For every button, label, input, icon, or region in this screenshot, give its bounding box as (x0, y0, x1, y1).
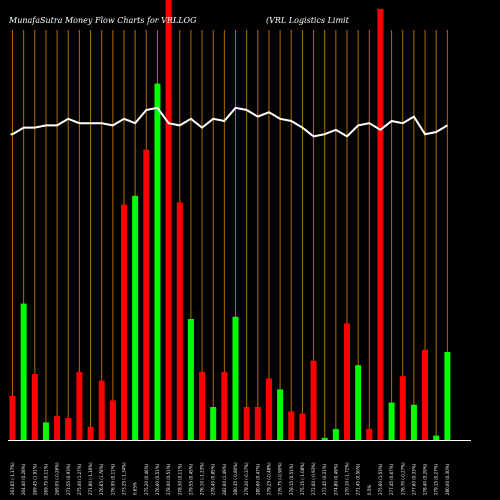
x-tick-label: 280.35 (-0.80%) (233, 462, 238, 495)
x-tick-label: 278.15 (0.51%) (289, 463, 294, 495)
x-tick-label: 276.95 (0.11%) (110, 463, 115, 495)
bar (288, 411, 295, 440)
x-tick-label: 276.65 (1.78%) (99, 463, 104, 495)
bar (76, 371, 83, 440)
x-tick-label: 0.5% (367, 485, 372, 495)
chart-title-company: (VRL Logistics Limit (266, 16, 350, 25)
bar (210, 407, 217, 440)
bar (265, 378, 272, 440)
x-tick-label: 276.75 (-0.90%) (278, 462, 283, 495)
bar (277, 389, 284, 440)
bar (176, 202, 183, 440)
bar (410, 404, 417, 440)
bar (232, 316, 239, 440)
bar (65, 418, 72, 440)
bar (433, 435, 440, 440)
bar (20, 303, 27, 440)
bar (332, 429, 339, 440)
x-tick-label: 274.80 (0.49%) (333, 463, 338, 495)
x-tick-label: 276.70 (-0.27%) (400, 462, 405, 495)
bar (9, 396, 16, 440)
bar (143, 149, 150, 440)
x-tick-label: 279.30 (-0.37%) (244, 462, 249, 495)
bar (366, 429, 373, 440)
x-tick-label: 275.15 (-1.08%) (300, 462, 305, 495)
x-tick-label: 271.80 (-1.16%) (88, 462, 93, 495)
x-tick-label: 278.45 (0.85%) (211, 463, 216, 495)
bar (165, 0, 172, 440)
x-tick-label: 275.60 (1.53%) (378, 463, 383, 495)
bar (388, 402, 395, 440)
x-tick-label: 278.00 (0.51%) (166, 463, 171, 495)
bar (399, 376, 406, 440)
bar (42, 422, 49, 440)
bar (132, 195, 139, 440)
chart-title: MunafaSutra Money Flow Charts for VRLLOG (8, 16, 197, 25)
bar (355, 365, 362, 440)
bar (199, 371, 206, 440)
x-tick-label: 275.20 (0.46%) (144, 463, 149, 495)
x-tick-label: 273.25 (-1.34%) (122, 462, 127, 495)
x-tick-label: 269.75 (0.11%) (43, 463, 48, 495)
x-tick-label: 275.00 (1.27%) (77, 463, 82, 495)
x-tick-label: 277.45 (0.67%) (389, 463, 394, 495)
bar (422, 349, 429, 440)
bar (321, 437, 328, 440)
bar (344, 323, 350, 440)
bar (154, 83, 161, 440)
x-tick-label: 273.45 (0.31%) (322, 463, 327, 495)
bar (254, 407, 261, 440)
x-tick-label: 270.10 (-1.71%) (345, 462, 350, 495)
bar (187, 319, 194, 440)
x-tick-label: 279.25 (-0.48%) (266, 462, 271, 495)
x-tick-label: 271.45 (0.50%) (356, 463, 361, 495)
x-tick-label: 280.00 (0.30%) (445, 463, 450, 495)
x-tick-label: 269.05 (-0.26%) (55, 462, 60, 495)
x-tick-label: 0.65% (133, 482, 138, 495)
x-tick-labels: 263.65 (-1.17%) 264.40 (0.28%) 269.45 (1.9… (10, 462, 450, 495)
bar (54, 415, 61, 440)
x-tick-label: 277.60 (0.33%) (411, 463, 416, 495)
bar-series (9, 0, 451, 441)
x-tick-label: 272.60 (-0.93%) (311, 462, 316, 495)
x-tick-label: 279.15 (0.27%) (434, 463, 439, 495)
x-tick-label: 280.60 (0.47%) (255, 463, 260, 495)
x-tick-label: 278.40 (0.29%) (423, 463, 428, 495)
money-flow-line (10, 106, 448, 138)
bar (109, 400, 116, 440)
bar (121, 204, 127, 440)
bar (31, 374, 38, 440)
bar (87, 426, 94, 440)
baseline (8, 440, 471, 441)
x-tick-label: 276.10 (-1.23%) (200, 462, 205, 495)
x-tick-label: 271.55 (0.93%) (66, 463, 71, 495)
bar (221, 371, 228, 440)
bar (299, 413, 306, 440)
x-tick-label: 269.45 (1.91%) (32, 463, 37, 495)
x-tick-label: 276.60 (0.51%) (155, 463, 160, 495)
x-tick-label: 282.60 (1.49%) (222, 463, 227, 495)
bar (98, 380, 105, 440)
bar (243, 407, 250, 440)
x-tick-label: 263.65 (-1.17%) (10, 462, 15, 495)
x-tick-label: 279.55 (0.45%) (188, 463, 193, 495)
bar (377, 8, 384, 441)
x-tick-label: 264.40 (0.28%) (21, 463, 26, 495)
x-tick-label: 278.30 (0.11%) (177, 463, 182, 495)
bar (444, 352, 451, 440)
bar (310, 360, 317, 440)
